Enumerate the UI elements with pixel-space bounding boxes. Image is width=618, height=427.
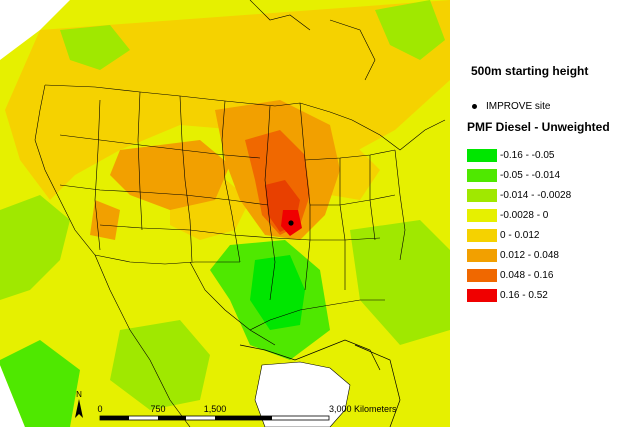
legend: -0.16 - -0.05 -0.05 - -0.014 -0.014 - -0.0… (467, 145, 571, 305)
legend-swatch (467, 288, 497, 302)
map-area: N 0 750 1,500 3,000 Kilometers (0, 0, 450, 427)
legend-item: -0.014 - -0.0028 (467, 185, 571, 205)
boundary-lines (34, 84, 446, 346)
svg-text:N: N (76, 390, 82, 399)
gulf-water (254, 361, 351, 427)
legend-item: 0.16 - 0.52 (467, 285, 571, 305)
legend-swatch (467, 228, 497, 242)
legend-swatch (467, 208, 497, 222)
site-dot-icon (472, 103, 477, 109)
legend-label: -0.0028 - 0 (500, 209, 549, 221)
scale-tick-3000: 3,000 Kilometers (329, 404, 397, 414)
legend-label: -0.05 - -0.014 (500, 169, 561, 181)
legend-swatch (467, 268, 497, 282)
scale-tick-1500: 1,500 (204, 404, 227, 414)
region-strong-green (250, 255, 305, 330)
legend-label: -0.014 - -0.0028 (500, 189, 572, 201)
legend-label: -0.16 - -0.05 (500, 149, 555, 161)
north-arrow-icon: N (75, 390, 83, 418)
legend-label: 0.048 - 0.16 (500, 269, 554, 281)
site-label: IMPROVE site (486, 101, 551, 112)
scale-tick-750: 750 (150, 404, 165, 414)
scale-bar: 0 750 1,500 3,000 Kilometers (97, 404, 397, 421)
legend-swatch (467, 148, 497, 162)
legend-swatch (467, 188, 497, 202)
legend-label: 0 - 0.012 (500, 229, 540, 241)
legend-item: 0.048 - 0.16 (467, 265, 571, 285)
legend-title: PMF Diesel - Unweighted (467, 120, 610, 134)
legend-item: 0.012 - 0.048 (467, 245, 571, 265)
region-light-green (0, 195, 70, 300)
improve-site-marker (288, 220, 294, 226)
map-subtitle: 500m starting height (471, 64, 589, 78)
legend-label: 0.16 - 0.52 (500, 289, 548, 301)
legend-item: 0 - 0.012 (467, 225, 571, 245)
site-legend: IMPROVE site (472, 101, 550, 112)
scale-tick-0: 0 (97, 404, 102, 414)
legend-item: -0.05 - -0.014 (467, 165, 571, 185)
legend-item: -0.16 - -0.05 (467, 145, 571, 165)
legend-swatch (467, 168, 497, 182)
legend-item: -0.0028 - 0 (467, 205, 571, 225)
legend-label: 0.012 - 0.048 (500, 249, 559, 261)
legend-swatch (467, 248, 497, 262)
